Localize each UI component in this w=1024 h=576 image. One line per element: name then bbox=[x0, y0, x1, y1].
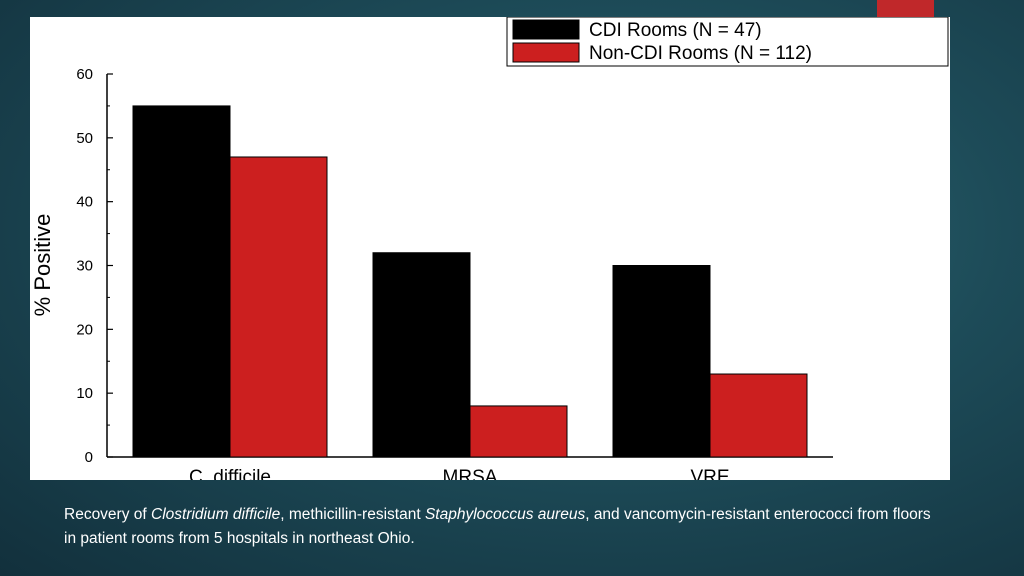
x-tick-label: MRSA bbox=[443, 467, 498, 480]
y-tick-label: 50 bbox=[76, 130, 93, 147]
accent-block bbox=[877, 0, 934, 17]
bars bbox=[132, 105, 808, 458]
caption-suffix: , and vancomycin-resistant enterococci f… bbox=[64, 506, 931, 547]
bar-chart: CDI Rooms (N = 47)Non-CDI Rooms (N = 112… bbox=[30, 17, 949, 480]
bar-vre-series-2 bbox=[709, 373, 808, 458]
bar-c-difficile-series-2 bbox=[229, 156, 328, 458]
legend: CDI Rooms (N = 47)Non-CDI Rooms (N = 112… bbox=[506, 17, 949, 67]
legend-swatch bbox=[512, 42, 580, 63]
legend-label: Non-CDI Rooms (N = 112) bbox=[589, 43, 812, 64]
y-tick-label: 0 bbox=[85, 449, 93, 466]
y-tick-label: 40 bbox=[76, 194, 93, 211]
figure-caption: Recovery of Clostridium difficile, methi… bbox=[64, 503, 944, 551]
legend-swatch bbox=[512, 19, 580, 40]
caption-organism-2: Staphylococcus aureus bbox=[424, 506, 586, 523]
y-tick-label: 10 bbox=[76, 385, 93, 402]
legend-label: CDI Rooms (N = 47) bbox=[589, 20, 762, 41]
bar-mrsa-series-2 bbox=[469, 405, 568, 458]
x-tick-label: C. difficile bbox=[189, 467, 271, 480]
chart-panel: CDI Rooms (N = 47) Non-CDI Rooms (N = 112… bbox=[30, 17, 950, 480]
y-tick-label: 30 bbox=[76, 258, 93, 275]
y-tick-label: 60 bbox=[76, 66, 93, 83]
y-axis-label: % Positive bbox=[30, 214, 55, 317]
bar-vre-series-1 bbox=[612, 265, 711, 458]
bar-mrsa-series-1 bbox=[372, 252, 471, 458]
caption-prefix: Recovery of bbox=[64, 506, 152, 523]
bar-c-difficile-series-1 bbox=[132, 105, 231, 458]
caption-mid: , methicillin-resistant bbox=[280, 506, 425, 523]
x-tick-label: VRE bbox=[690, 467, 729, 480]
caption-organism-1: Clostridium difficile bbox=[151, 506, 281, 523]
category-labels: C. difficile MRSA VRE bbox=[189, 467, 730, 480]
legend-box bbox=[506, 17, 949, 67]
y-tick-label: 20 bbox=[76, 321, 93, 338]
